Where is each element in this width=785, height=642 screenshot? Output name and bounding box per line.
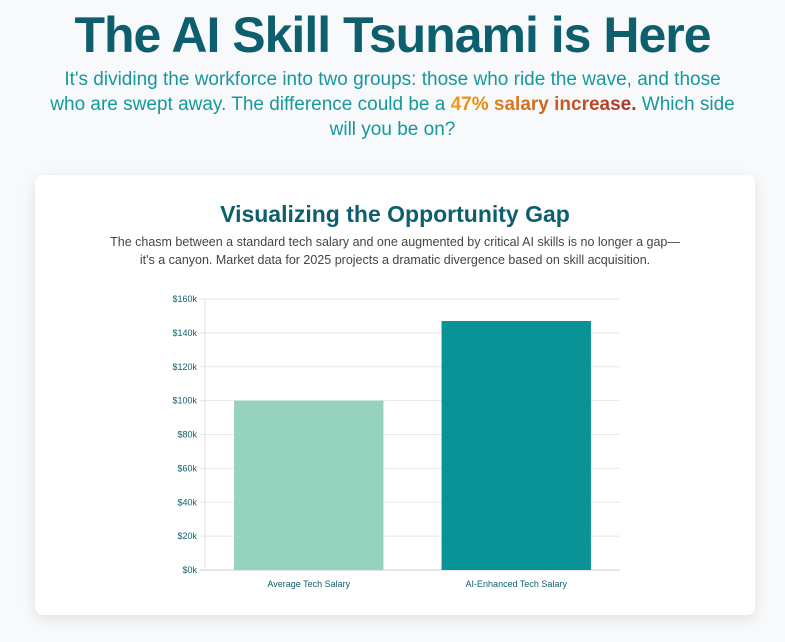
y-tick-label: $60k bbox=[177, 463, 197, 473]
card-title: Visualizing the Opportunity Gap bbox=[220, 201, 570, 227]
y-tick-label: $40k bbox=[177, 497, 197, 507]
subtitle-text-end: Which side will you be on? bbox=[329, 94, 735, 140]
y-tick-label: $100k bbox=[172, 396, 197, 406]
y-tick-label: $80k bbox=[177, 430, 197, 440]
y-tick-label: $160k bbox=[172, 294, 197, 304]
y-tick-label: $0k bbox=[182, 565, 197, 575]
subtitle-text: It's dividing the workforce into two gro… bbox=[50, 69, 721, 115]
chart-card: Visualizing the Opportunity Gap The chas… bbox=[35, 175, 755, 615]
x-tick-label: AI-Enhanced Tech Salary bbox=[466, 579, 568, 589]
bar bbox=[441, 321, 591, 570]
bar-chart: $0k $20k $40k $60k $80k $100k $120k $140k $160k A… bbox=[172, 294, 620, 589]
card-description: The chasm between a standard tech salary… bbox=[110, 235, 680, 267]
bar bbox=[234, 400, 384, 570]
page-title: The AI Skill Tsunami is Here bbox=[74, 7, 711, 63]
y-tick-label: $140k bbox=[172, 328, 197, 338]
subtitle-highlight: 47% salary increase. bbox=[450, 94, 637, 115]
x-tick-label: Average Tech Salary bbox=[267, 579, 350, 589]
page-subtitle: It's dividing the workforce into two gro… bbox=[50, 67, 735, 142]
y-tick-label: $120k bbox=[172, 362, 197, 372]
y-tick-label: $20k bbox=[177, 531, 197, 541]
